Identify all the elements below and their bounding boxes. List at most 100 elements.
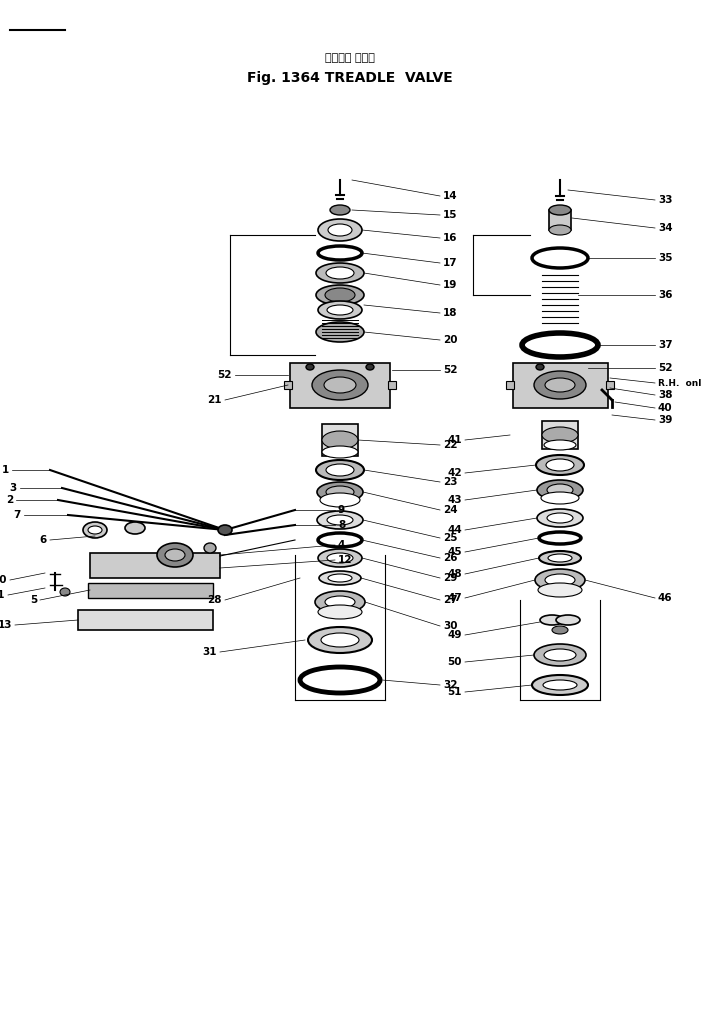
Text: 3: 3 — [10, 483, 17, 493]
Ellipse shape — [544, 649, 576, 661]
Ellipse shape — [535, 569, 585, 591]
Text: Fig. 1364 TREADLE  VALVE: Fig. 1364 TREADLE VALVE — [247, 71, 453, 85]
Ellipse shape — [547, 484, 573, 496]
Ellipse shape — [324, 377, 356, 393]
Text: 15: 15 — [443, 210, 458, 220]
Text: 13: 13 — [0, 620, 12, 630]
Ellipse shape — [540, 615, 564, 625]
Text: 20: 20 — [443, 335, 458, 345]
Ellipse shape — [320, 493, 360, 507]
Ellipse shape — [522, 333, 598, 357]
Text: 22: 22 — [443, 440, 458, 450]
Ellipse shape — [539, 532, 581, 544]
Ellipse shape — [318, 246, 362, 260]
Text: 31: 31 — [203, 647, 217, 657]
Ellipse shape — [328, 224, 352, 236]
Ellipse shape — [300, 666, 380, 693]
Bar — [322, 424, 358, 456]
Ellipse shape — [330, 205, 350, 215]
Ellipse shape — [546, 459, 574, 471]
Text: 44: 44 — [447, 525, 462, 535]
Ellipse shape — [538, 583, 582, 597]
Ellipse shape — [157, 543, 193, 567]
Bar — [506, 381, 514, 389]
Ellipse shape — [537, 480, 583, 500]
Text: 40: 40 — [658, 403, 673, 412]
Ellipse shape — [308, 627, 372, 653]
Ellipse shape — [321, 633, 359, 647]
Ellipse shape — [316, 460, 364, 480]
Text: 36: 36 — [658, 290, 672, 300]
Text: 14: 14 — [443, 191, 458, 201]
Text: 16: 16 — [443, 233, 458, 243]
Text: 39: 39 — [658, 415, 672, 425]
Text: 6: 6 — [40, 535, 47, 545]
Text: 23: 23 — [443, 477, 458, 487]
Text: 52: 52 — [658, 363, 672, 373]
Text: 43: 43 — [447, 495, 462, 505]
Ellipse shape — [318, 301, 362, 319]
Ellipse shape — [125, 522, 145, 534]
Text: 25: 25 — [443, 533, 458, 543]
Ellipse shape — [549, 205, 571, 215]
Ellipse shape — [322, 446, 358, 458]
Ellipse shape — [316, 285, 364, 305]
Ellipse shape — [317, 482, 363, 502]
Ellipse shape — [315, 591, 365, 613]
Ellipse shape — [317, 511, 363, 529]
Ellipse shape — [327, 515, 353, 525]
Text: 12: 12 — [338, 555, 353, 565]
Bar — [542, 421, 578, 449]
Text: トレドル バルブ: トレドル バルブ — [325, 53, 375, 63]
Ellipse shape — [319, 571, 361, 585]
Text: 42: 42 — [447, 468, 462, 478]
Ellipse shape — [325, 288, 355, 302]
Ellipse shape — [547, 513, 573, 523]
Text: 46: 46 — [658, 593, 673, 604]
Ellipse shape — [545, 574, 575, 586]
Ellipse shape — [327, 305, 353, 315]
Ellipse shape — [322, 431, 358, 449]
Text: 45: 45 — [447, 547, 462, 557]
Ellipse shape — [204, 543, 216, 553]
Ellipse shape — [326, 464, 354, 477]
Bar — [606, 381, 614, 389]
Bar — [388, 381, 396, 389]
Ellipse shape — [532, 675, 588, 695]
Text: 11: 11 — [0, 590, 5, 600]
Bar — [549, 210, 571, 230]
Text: 33: 33 — [658, 195, 672, 205]
Ellipse shape — [545, 378, 575, 392]
Text: 18: 18 — [443, 308, 458, 318]
Ellipse shape — [537, 509, 583, 527]
Text: 47: 47 — [447, 593, 462, 604]
Text: R.H.  only: R.H. only — [658, 379, 701, 387]
Ellipse shape — [88, 526, 102, 534]
Text: 35: 35 — [658, 253, 672, 263]
Ellipse shape — [318, 549, 362, 567]
Text: 4: 4 — [338, 539, 346, 550]
Text: 37: 37 — [658, 340, 673, 350]
Bar — [90, 553, 220, 577]
Text: 24: 24 — [443, 505, 458, 515]
Ellipse shape — [536, 455, 584, 475]
Ellipse shape — [549, 225, 571, 235]
Text: 27: 27 — [443, 595, 458, 605]
Ellipse shape — [306, 364, 314, 370]
Text: 34: 34 — [658, 223, 673, 233]
Ellipse shape — [541, 492, 579, 504]
Text: 26: 26 — [443, 553, 458, 563]
Text: 52: 52 — [443, 365, 458, 375]
Ellipse shape — [556, 615, 580, 625]
Ellipse shape — [326, 267, 354, 279]
Text: 10: 10 — [0, 575, 7, 585]
Text: 30: 30 — [443, 621, 458, 631]
Ellipse shape — [312, 370, 368, 400]
Ellipse shape — [318, 533, 362, 547]
Ellipse shape — [543, 680, 577, 690]
Text: 51: 51 — [447, 687, 462, 697]
Ellipse shape — [318, 219, 362, 241]
Ellipse shape — [318, 605, 362, 619]
Ellipse shape — [536, 364, 544, 370]
Bar — [290, 363, 390, 407]
